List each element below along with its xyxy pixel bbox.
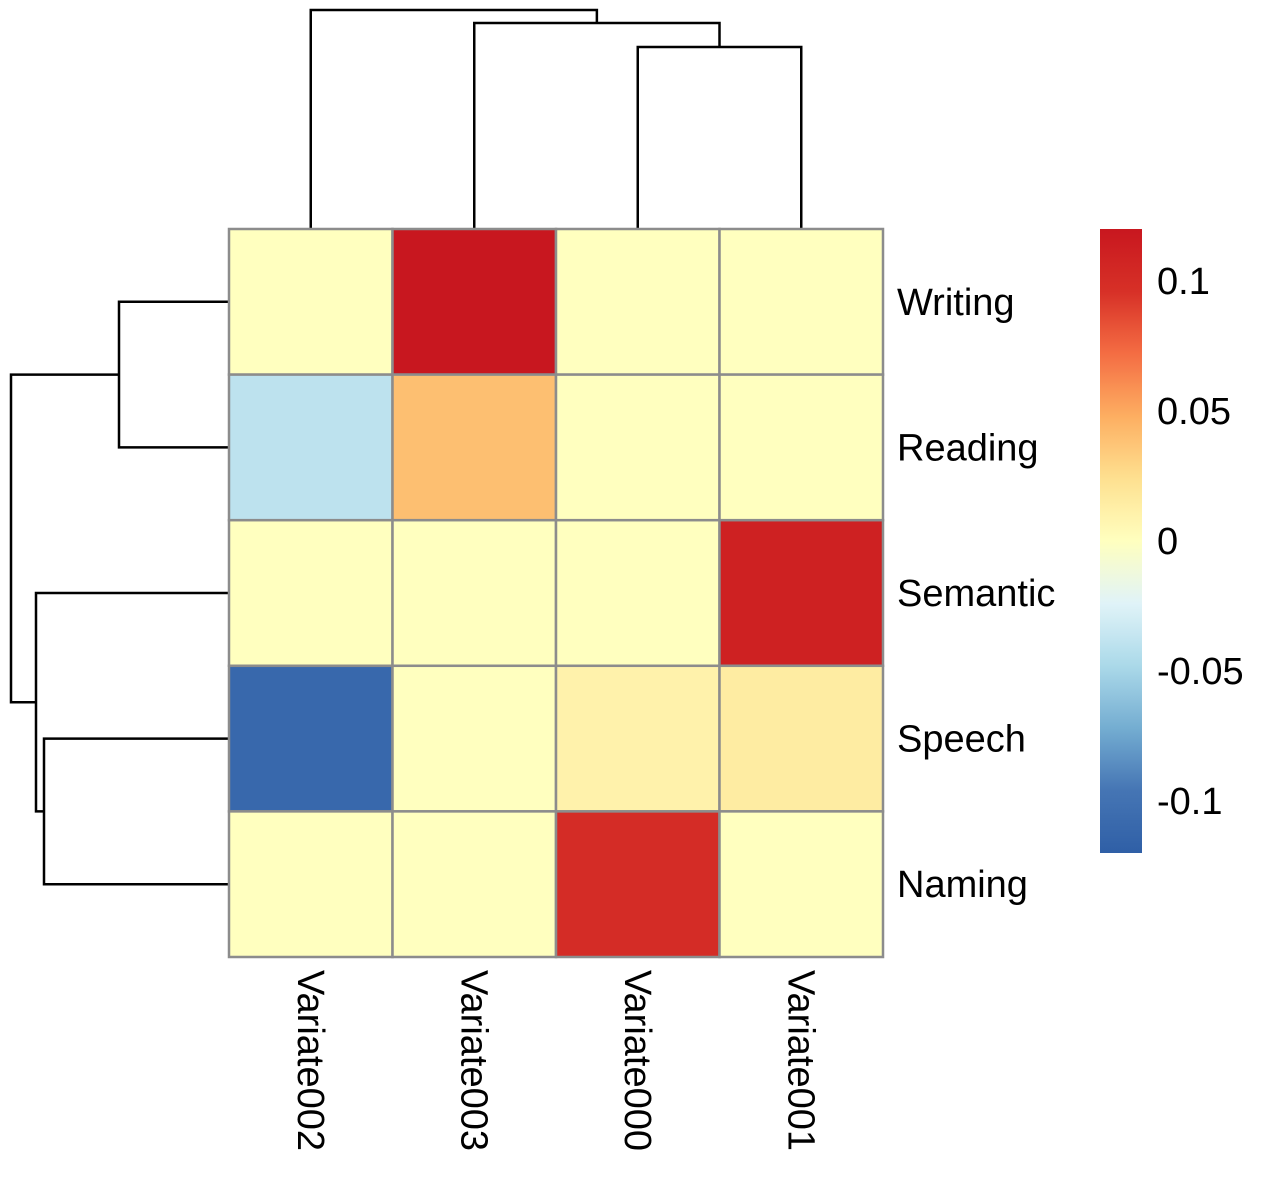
- column-dendrogram-link-variate003-group: [473, 21, 721, 229]
- row-label-writing: Writing: [897, 282, 1015, 324]
- legend-tick-label: 0.05: [1157, 391, 1231, 433]
- heatmap-cell-naming-variate003: [391, 810, 558, 959]
- row-dendrogram-link-semantic-group: [34, 591, 229, 813]
- heatmap-cell-speech-variate003: [391, 664, 558, 813]
- heatmap-cell-speech-variate002: [227, 664, 394, 813]
- row-dendrogram-link-writing-reading: [117, 300, 229, 449]
- row-label-speech: Speech: [897, 719, 1026, 761]
- column-labels: Variate002 Variate003 Variate000 Variate001: [289, 970, 822, 1151]
- legend-tick-label: -0.05: [1157, 651, 1244, 693]
- heatmap-cell-naming-variate002: [227, 810, 394, 959]
- legend-tick-label: 0.1: [1157, 261, 1210, 303]
- heatmap-cells: [227, 227, 885, 959]
- column-dendrogram-link-root: [309, 8, 599, 229]
- legend-color-bar: [1100, 229, 1142, 853]
- column-dendrogram-link-variate000-variate001: [636, 45, 803, 229]
- heatmap-cell-writing-variate000: [554, 227, 721, 376]
- heatmap-cell-naming-variate000: [554, 810, 721, 959]
- column-label-variate000: Variate000: [616, 970, 658, 1151]
- color-legend: 0.1 0.05 0 -0.05 -0.1: [1100, 229, 1244, 853]
- row-dendrogram-link-root: [9, 373, 119, 704]
- heatmap-cell-semantic-variate002: [227, 518, 394, 668]
- row-dendrogram-link-speech-naming: [42, 737, 229, 886]
- heatmap-cell-semantic-variate003: [391, 518, 558, 668]
- row-label-semantic: Semantic: [897, 573, 1055, 615]
- column-label-variate001: Variate001: [779, 970, 821, 1151]
- heatmap-cell-semantic-variate001: [718, 518, 885, 668]
- heatmap-cell-reading-variate000: [554, 373, 721, 522]
- column-label-variate002: Variate002: [289, 970, 331, 1151]
- column-dendrogram: [309, 8, 803, 229]
- column-label-variate003: Variate003: [452, 970, 494, 1151]
- heatmap-cell-writing-variate003: [391, 227, 558, 376]
- row-labels: Writing Reading Semantic Speech Naming: [897, 282, 1055, 906]
- heatmap-cell-reading-variate003: [391, 373, 558, 522]
- heatmap-cell-naming-variate001: [718, 810, 885, 959]
- legend-tick-label: -0.1: [1157, 781, 1222, 823]
- heatmap-cell-speech-variate001: [718, 664, 885, 813]
- heatmap-cell-writing-variate001: [718, 227, 885, 376]
- row-label-naming: Naming: [897, 864, 1028, 906]
- heatmap-cell-reading-variate001: [718, 373, 885, 522]
- row-dendrogram: [9, 300, 229, 886]
- legend-tick-label: 0: [1157, 521, 1178, 563]
- heatmap-cell-writing-variate002: [227, 227, 394, 376]
- row-label-reading: Reading: [897, 427, 1039, 469]
- heatmap-cell-speech-variate000: [554, 664, 721, 813]
- heatmap-cell-reading-variate002: [227, 373, 394, 522]
- heatmap-cell-semantic-variate000: [554, 518, 721, 668]
